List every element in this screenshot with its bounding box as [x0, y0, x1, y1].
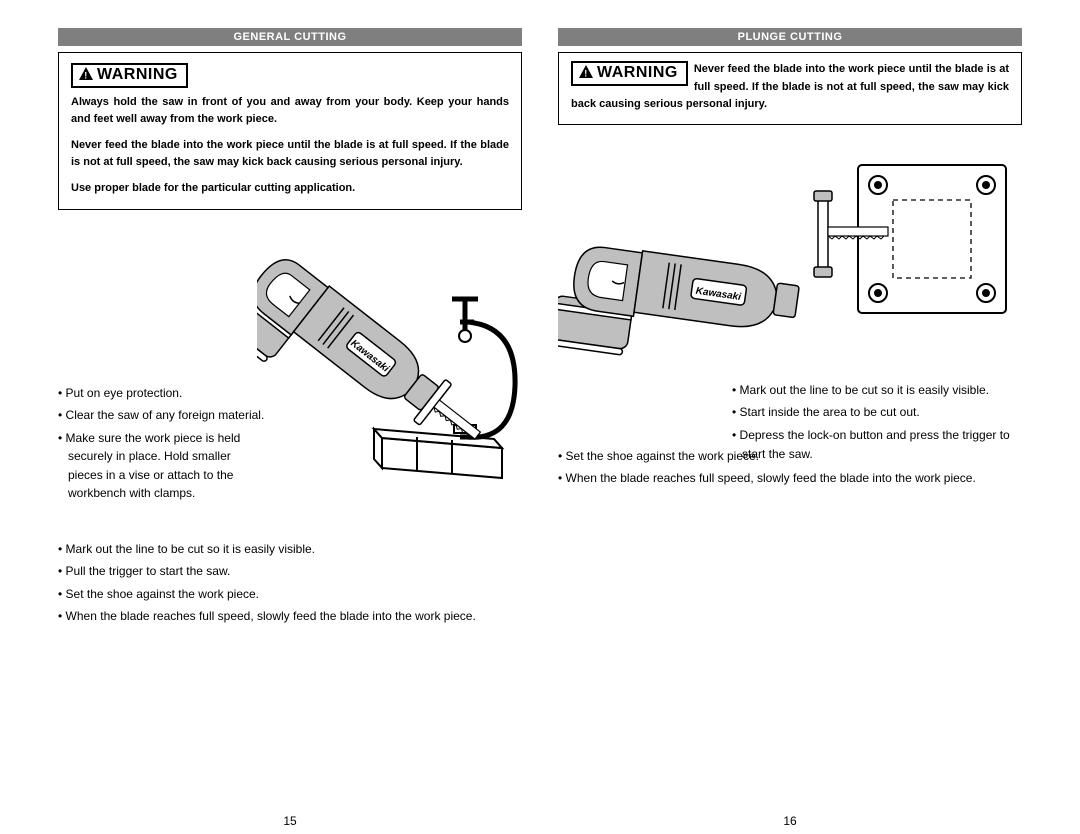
left-page: GENERAL CUTTING ! WARNING Always hold th…	[40, 28, 540, 824]
warning-box-left: ! WARNING Always hold the saw in front o…	[58, 52, 522, 210]
warning-box-right: ! WARNING Never feed the blade into the …	[558, 52, 1022, 125]
list-item: Mark out the line to be cut so it is eas…	[58, 540, 522, 559]
warning-badge-right: ! WARNING	[571, 61, 688, 86]
page-number-left: 15	[40, 814, 540, 828]
svg-text:!: !	[584, 69, 588, 79]
list-item: When the blade reaches full speed, slowl…	[58, 607, 522, 626]
warning-label-text: WARNING	[97, 66, 178, 83]
section-title-left: GENERAL CUTTING	[58, 28, 522, 46]
manual-spread: GENERAL CUTTING ! WARNING Always hold th…	[0, 0, 1080, 834]
warning-paragraph: Never feed the blade into the work piece…	[71, 137, 509, 170]
warning-label-text: WARNING	[597, 64, 678, 81]
list-item: Pull the trigger to start the saw.	[58, 562, 522, 581]
svg-text:!: !	[84, 71, 88, 81]
warning-badge-left: ! WARNING	[71, 63, 188, 88]
page-number-right: 16	[540, 814, 1040, 828]
list-item: Set the shoe against the work piece.	[58, 585, 522, 604]
warning-paragraph: Use proper blade for the particular cutt…	[71, 180, 509, 197]
list-item: Mark out the line to be cut so it is eas…	[732, 381, 1022, 400]
warning-triangle-icon: !	[579, 65, 593, 82]
right-page: PLUNGE CUTTING ! WARNING Never feed the …	[540, 28, 1040, 824]
left-bottom-bullets: Mark out the line to be cut so it is eas…	[58, 540, 522, 630]
illustration-and-side-text-right: Kawasaki	[558, 139, 1022, 439]
list-item: When the blade reaches full speed, slowl…	[558, 469, 1022, 488]
warning-triangle-icon: !	[79, 67, 93, 84]
list-item: Put on eye protection.	[58, 384, 268, 403]
left-side-bullets: Put on eye protection. Clear the saw of …	[58, 384, 268, 504]
list-item: Make sure the work piece is held securel…	[58, 429, 268, 503]
general-cutting-illustration: Kawasaki	[257, 216, 532, 521]
list-item: Clear the saw of any foreign material.	[58, 406, 268, 425]
list-item: Start inside the area to be cut out.	[732, 403, 1022, 422]
warning-paragraph: Always hold the saw in front of you and …	[71, 94, 509, 127]
illustration-and-side-text: Kawasaki	[58, 224, 522, 534]
right-side-bullets: Mark out the line to be cut so it is eas…	[732, 381, 1022, 463]
list-item: Depress the lock-on button and press the…	[732, 426, 1022, 463]
section-title-right: PLUNGE CUTTING	[558, 28, 1022, 46]
